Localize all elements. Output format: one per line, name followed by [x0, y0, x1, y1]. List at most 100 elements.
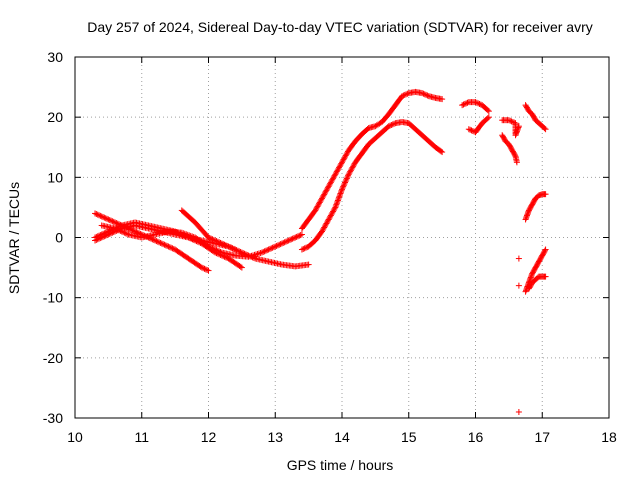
data-point — [513, 159, 520, 166]
data-point — [183, 231, 190, 238]
data-point — [210, 245, 217, 252]
data-point — [344, 174, 351, 181]
data-point — [327, 213, 334, 220]
series-track-k — [499, 132, 520, 166]
data-point — [281, 239, 288, 246]
data-point — [224, 254, 231, 261]
data-point — [321, 191, 328, 198]
data-point — [326, 215, 333, 222]
y-tick-label: -20 — [43, 350, 63, 366]
data-point — [226, 244, 233, 251]
data-point — [101, 214, 108, 221]
data-point — [97, 235, 104, 242]
data-point — [507, 117, 514, 124]
series-track-l — [522, 102, 549, 133]
data-point — [288, 236, 295, 243]
data-point — [305, 261, 312, 268]
data-point — [322, 221, 329, 228]
data-point — [318, 196, 325, 203]
data-point — [439, 149, 446, 156]
data-point — [325, 216, 332, 223]
data-point — [150, 236, 157, 243]
data-point — [334, 197, 341, 204]
data-point — [463, 100, 470, 107]
data-point — [92, 210, 99, 217]
data-point — [130, 227, 137, 234]
data-point — [152, 237, 159, 244]
data-point — [515, 123, 522, 130]
data-point — [100, 233, 107, 240]
data-point — [332, 203, 339, 210]
data-point — [505, 117, 512, 124]
data-point — [316, 200, 323, 207]
data-point — [102, 232, 109, 239]
data-point — [461, 100, 468, 107]
data-point — [324, 184, 331, 191]
data-point — [321, 223, 328, 230]
data-point — [515, 282, 522, 289]
data-point — [388, 121, 395, 128]
x-tick-label: 14 — [334, 429, 350, 445]
data-point — [102, 215, 109, 222]
data-point — [96, 235, 103, 242]
data-point — [331, 172, 338, 179]
data-point — [315, 202, 322, 209]
data-point — [511, 152, 518, 159]
x-tick-label: 13 — [267, 429, 283, 445]
data-point — [336, 163, 343, 170]
data-point — [339, 159, 345, 166]
data-point — [343, 175, 350, 182]
data-point — [473, 99, 480, 106]
data-point — [157, 239, 164, 246]
data-point — [541, 247, 548, 254]
data-point — [333, 168, 340, 175]
data-point — [335, 165, 342, 172]
data-point — [106, 217, 113, 224]
data-point — [205, 267, 212, 274]
data-point — [184, 231, 191, 238]
data-point — [328, 178, 335, 185]
data-point — [327, 179, 334, 186]
data-point — [541, 125, 548, 132]
data-point — [212, 246, 219, 253]
data-point — [94, 236, 101, 243]
data-point — [224, 242, 231, 249]
data-point — [349, 164, 356, 171]
data-point — [168, 244, 175, 251]
data-point — [104, 232, 111, 239]
data-point — [318, 228, 325, 235]
data-point — [222, 242, 229, 249]
data-point — [333, 200, 340, 207]
data-point — [485, 114, 492, 121]
x-axis-label: GPS time / hours — [287, 457, 394, 473]
data-point — [108, 217, 115, 224]
data-point — [214, 238, 221, 245]
data-point — [485, 108, 492, 115]
data-point — [339, 186, 345, 193]
data-point — [180, 230, 187, 237]
data-point — [348, 165, 355, 172]
data-point — [122, 230, 129, 237]
data-point — [314, 203, 321, 210]
data-point — [270, 244, 277, 251]
data-point — [225, 243, 232, 250]
series-track-e — [178, 207, 239, 253]
data-point — [187, 232, 194, 239]
data-point — [258, 249, 265, 256]
data-point — [298, 231, 305, 238]
data-point — [320, 192, 327, 199]
data-point — [459, 102, 466, 109]
data-point — [280, 239, 287, 246]
data-point — [325, 183, 332, 190]
data-point — [156, 239, 163, 246]
x-tick-label: 16 — [468, 429, 484, 445]
data-point — [331, 205, 338, 212]
data-point — [292, 234, 299, 241]
data-point — [335, 196, 342, 203]
data-point — [233, 247, 240, 254]
data-point — [464, 99, 471, 106]
data-point — [289, 235, 296, 242]
data-point — [97, 212, 104, 219]
data-point — [387, 122, 394, 129]
data-point — [476, 100, 483, 107]
